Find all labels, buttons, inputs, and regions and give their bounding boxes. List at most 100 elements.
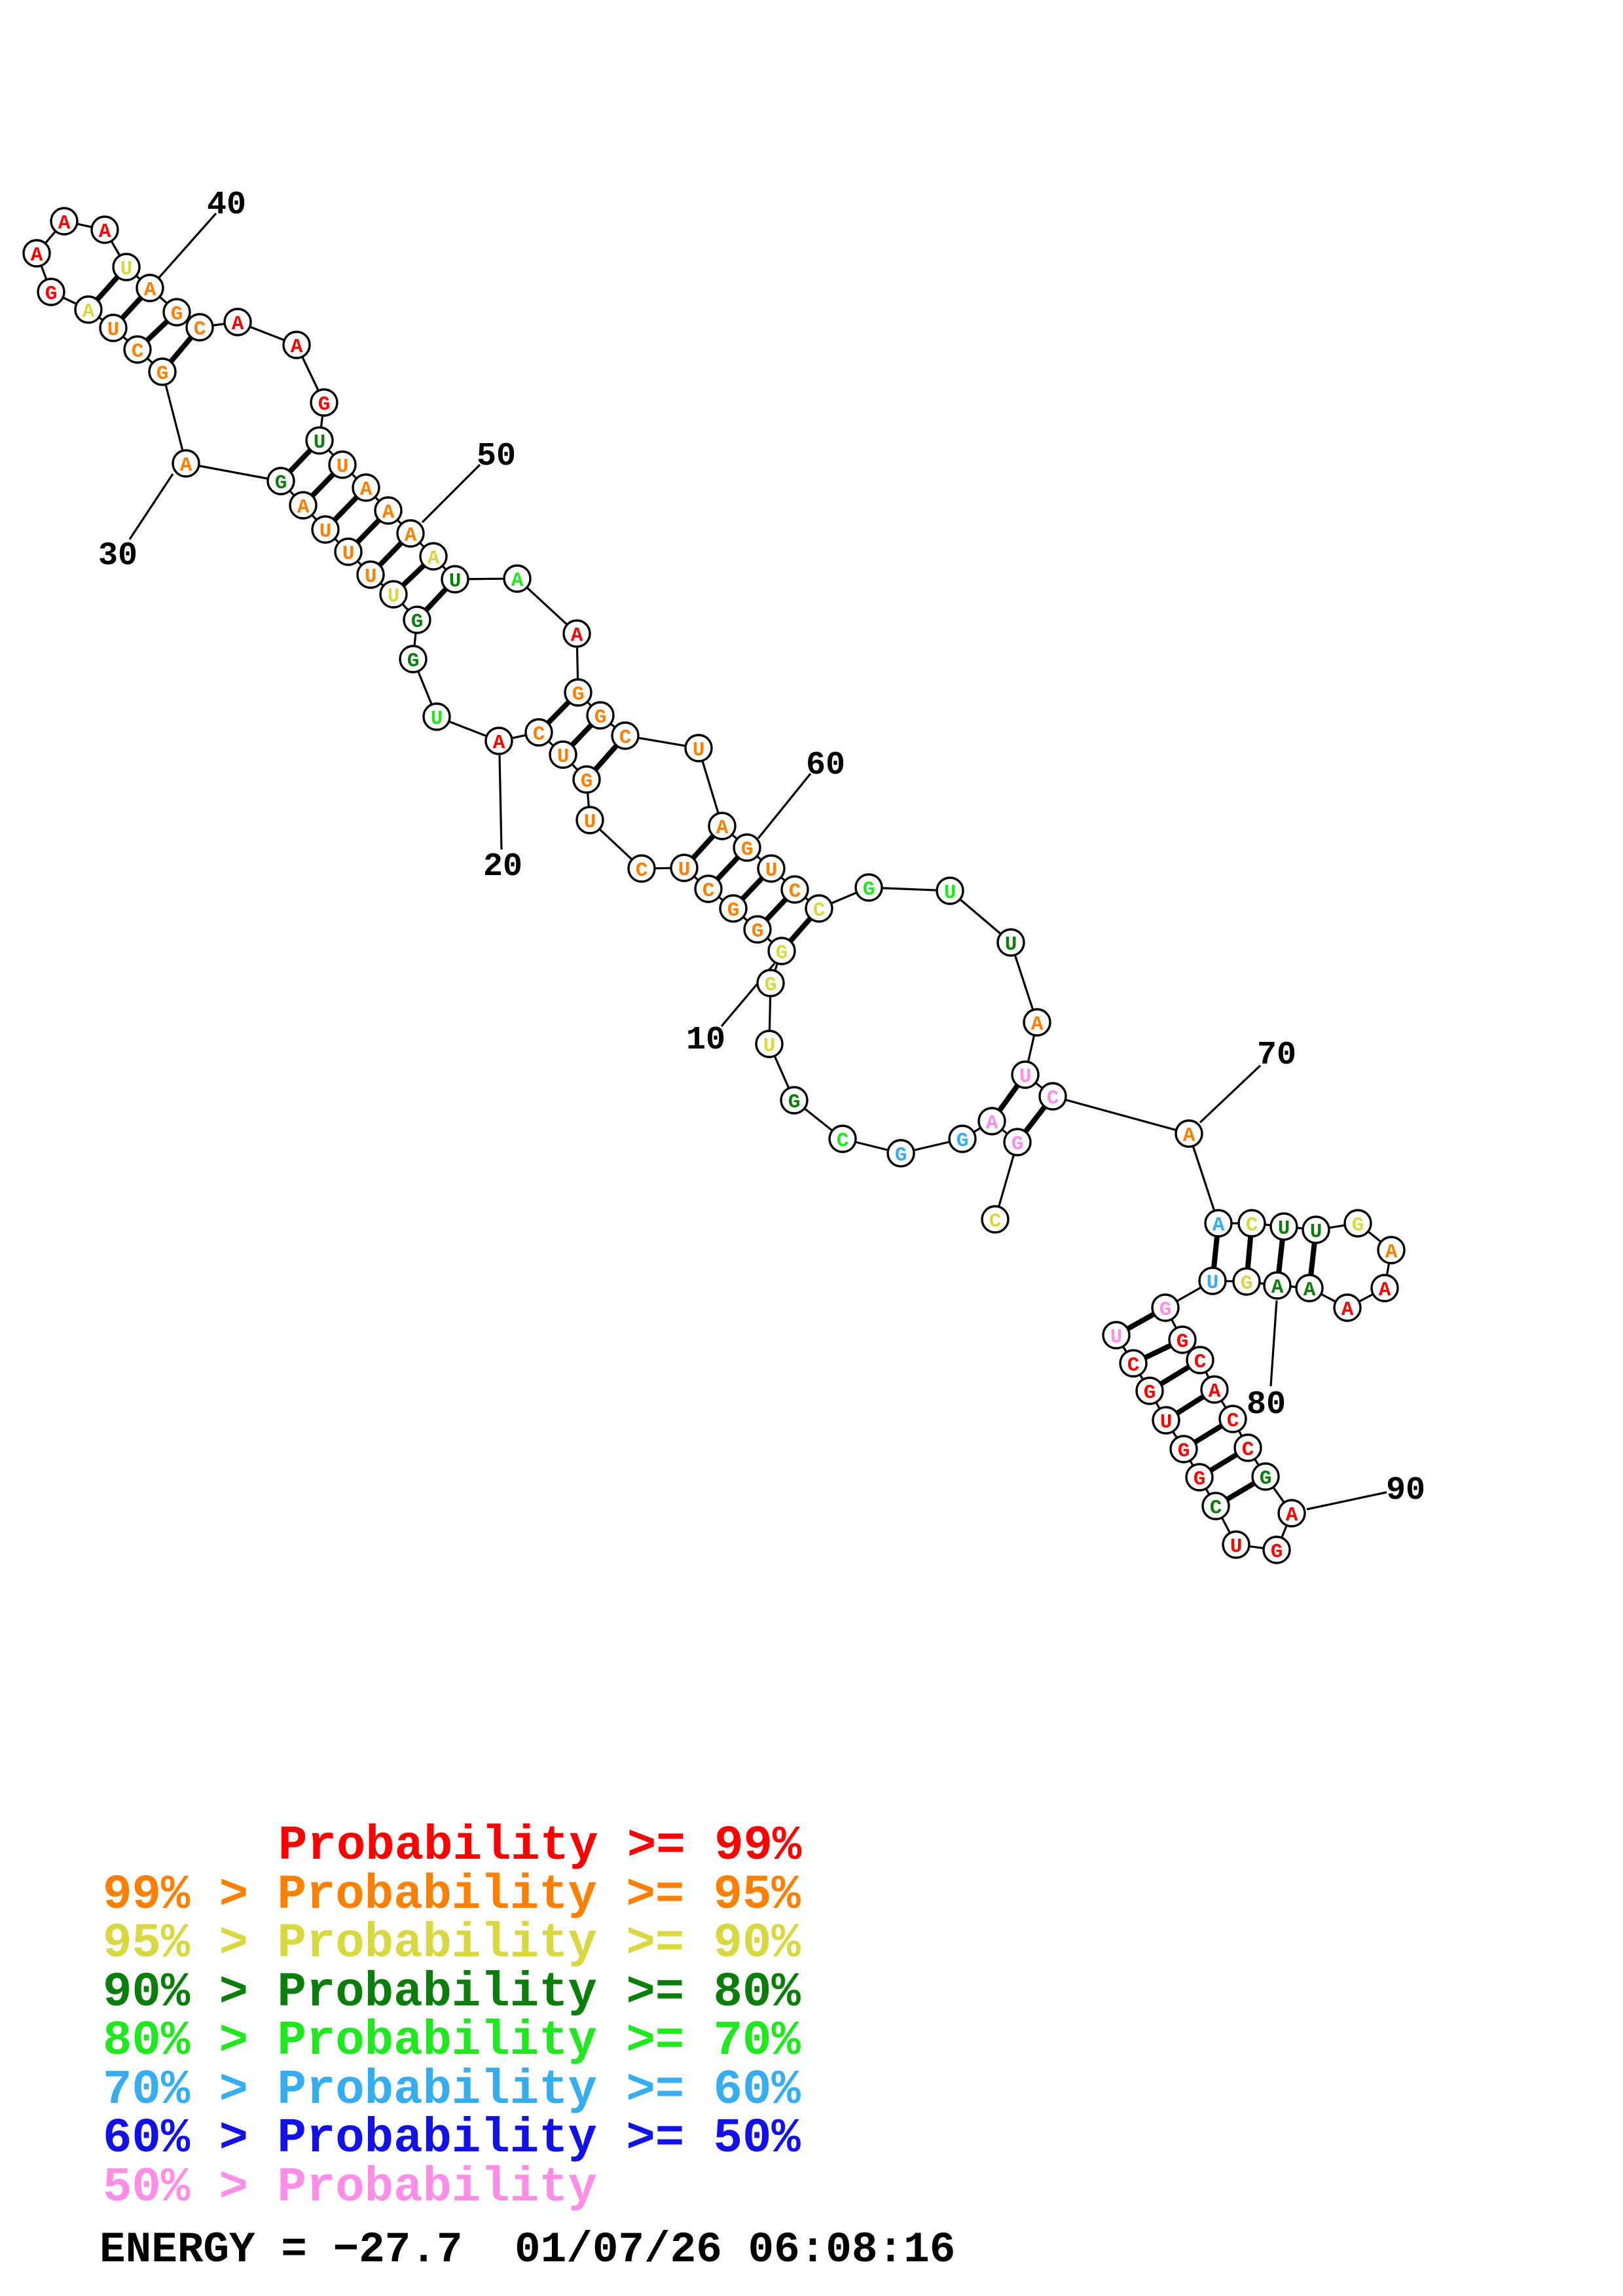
position-label-40: 40: [207, 187, 246, 224]
nucleotide-letter: A: [1271, 1276, 1284, 1299]
nucleotide-91: G: [1262, 1535, 1291, 1564]
nucleotide-93: C: [1201, 1492, 1230, 1520]
nucleotide-circle: [1003, 1128, 1032, 1157]
nucleotide-letter: U: [1110, 1326, 1123, 1349]
nucleotide-88: C: [1233, 1433, 1262, 1462]
position-label-80: 80: [1247, 1386, 1286, 1424]
legend-row-7: 60% > Probability >= 50%: [103, 2111, 801, 2166]
nucleotide-letter: U: [314, 431, 326, 454]
nucleotide-circle: [1233, 1433, 1262, 1462]
nucleotide-circle: [90, 215, 119, 244]
nucleotide-circle: [305, 426, 334, 455]
nucleotide-circle: [352, 473, 380, 502]
nucleotide-letter: C: [1246, 1214, 1258, 1237]
nucleotide-38: A: [90, 215, 119, 244]
nucleotide-circle: [136, 274, 164, 302]
nucleotide-circle: [403, 605, 431, 634]
position-leader-line: [1199, 1064, 1262, 1124]
nucleotide-letter: A: [1379, 1279, 1391, 1302]
nucleotide-circle: [719, 894, 748, 923]
nucleotide-letter: U: [1310, 1221, 1322, 1244]
nucleotide-circle: [694, 874, 723, 903]
nucleotide-94: G: [1185, 1463, 1214, 1492]
nucleotide-2: G: [1003, 1128, 1032, 1157]
nucleotide-letter: G: [727, 899, 740, 922]
nucleotide-67: A: [1023, 1008, 1051, 1037]
nucleotide-circle: [1152, 1406, 1180, 1435]
nucleotide-37: A: [50, 207, 79, 236]
position-leader-line: [1306, 1491, 1387, 1511]
nucleotide-circle: [1377, 1236, 1406, 1265]
nucleotide-letter: A: [232, 313, 244, 336]
nucleotide-9: G: [756, 969, 785, 997]
nucleotide-circle: [1011, 1060, 1040, 1089]
backbone-line: [185, 462, 282, 482]
nucleotide-57: C: [611, 721, 640, 750]
nucleotide-39: U: [112, 253, 141, 281]
nucleotide-letter: G: [1012, 1133, 1024, 1156]
nucleotide-circle: [282, 331, 311, 359]
nucleotide-letter: G: [171, 303, 183, 326]
nucleotide-circle: [1185, 1463, 1214, 1492]
nucleotide-41: G: [162, 298, 191, 327]
legend-row-6: 70% > Probability >= 60%: [103, 2063, 801, 2118]
nucleotide-letter: U: [107, 319, 120, 342]
position-leader-line: [498, 755, 503, 850]
nucleotide-letter: G: [156, 363, 169, 386]
nucleotide-circle: [708, 812, 737, 840]
nucleotide-26: U: [334, 537, 363, 566]
nucleotide-35: G: [37, 278, 65, 306]
nucleotide-14: U: [670, 853, 699, 882]
nucleotide-circle: [185, 313, 214, 342]
nucleotide-circle: [74, 295, 103, 324]
nucleotide-circle: [611, 721, 640, 750]
nucleotide-letter: G: [45, 283, 58, 306]
nucleotide-letter: C: [619, 726, 632, 749]
nucleotide-circle: [767, 937, 796, 965]
nucleotide-circle: [977, 1107, 1006, 1136]
nucleotide-circle: [223, 308, 252, 336]
nucleotide-89: G: [1251, 1462, 1280, 1491]
nucleotide-letter: U: [1230, 1535, 1243, 1558]
nucleotide-49: A: [374, 496, 403, 525]
nucleotide-1: C: [981, 1205, 1010, 1234]
nucleotide-letter: G: [765, 974, 777, 997]
nucleotide-61: U: [757, 854, 786, 883]
nucleotide-43: A: [223, 308, 252, 336]
nucleotide-letter: A: [511, 569, 524, 592]
nucleotide-letter: A: [31, 244, 43, 267]
nucleotide-letter: A: [180, 454, 192, 477]
nucleotide-letter: A: [360, 478, 373, 501]
nucleotide-circle: [1343, 1209, 1372, 1238]
nucleotide-18: U: [549, 740, 577, 769]
nucleotide-circle: [1135, 1376, 1164, 1405]
nucleotide-circle: [172, 449, 200, 478]
nucleotide-circle: [399, 645, 428, 673]
nucleotide-27: U: [311, 515, 340, 544]
nucleotide-21: U: [422, 702, 451, 731]
nucleotide-circle: [99, 314, 128, 342]
legend-row-4: 90% > Probability >= 80%: [103, 1965, 801, 2020]
nucleotide-77: A: [1370, 1274, 1399, 1302]
nucleotide-70: A: [1175, 1119, 1203, 1148]
nucleotide-circle: [780, 1086, 809, 1115]
nucleotide-circle: [755, 1030, 784, 1058]
position-leader-line: [1269, 1300, 1278, 1387]
nucleotide-circle: [1151, 1293, 1180, 1322]
nucleotide-circle: [1251, 1462, 1280, 1491]
nucleotide-circle: [1038, 1082, 1067, 1111]
nucleotide-letter: U: [365, 565, 377, 588]
nucleotide-letter: A: [1213, 1214, 1225, 1237]
position-label-60: 60: [806, 747, 845, 784]
nucleotide-72: C: [1237, 1209, 1266, 1238]
nucleotide-79: A: [1295, 1274, 1324, 1302]
position-label-90: 90: [1386, 1472, 1425, 1509]
nucleotide-circle: [1204, 1209, 1233, 1238]
nucleotide-28: A: [289, 491, 318, 520]
nucleotide-30: A: [172, 449, 200, 478]
nucleotide-44: A: [282, 331, 311, 359]
nucleotide-56: G: [586, 701, 615, 730]
